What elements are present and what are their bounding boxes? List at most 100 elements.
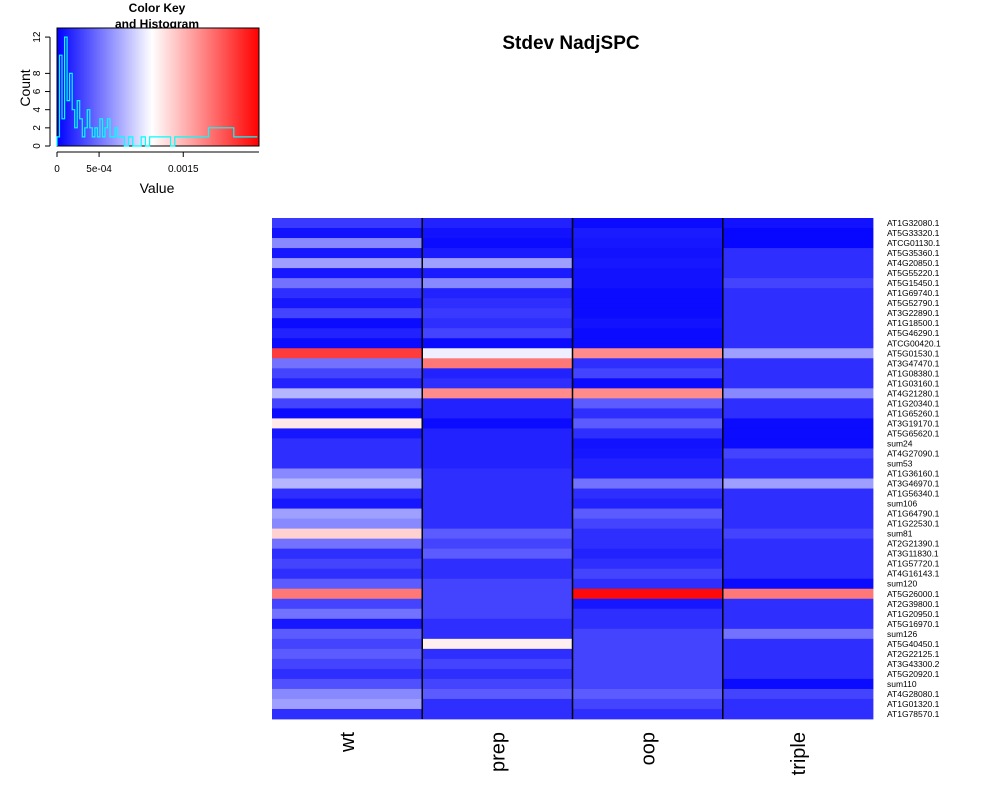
heatmap-cell xyxy=(422,288,573,299)
row-label: AT5G20920.1 xyxy=(887,669,940,679)
heatmap-cell xyxy=(572,528,724,540)
row-label: AT1G22530.1 xyxy=(887,519,940,529)
heatmap-cell xyxy=(272,678,423,690)
heatmap-cell xyxy=(422,228,573,239)
heatmap-cell xyxy=(722,508,874,519)
row-label: sum110 xyxy=(887,679,917,689)
heatmap-cell xyxy=(422,498,573,509)
heatmap-cell xyxy=(722,228,874,239)
heatmap-cell xyxy=(422,268,573,279)
heatmap-cell xyxy=(572,278,724,289)
heatmap-cell xyxy=(272,278,423,289)
heatmap-cell xyxy=(272,568,423,580)
color-key-frame xyxy=(56,27,260,147)
row-label: AT1G18500.1 xyxy=(887,318,940,328)
heatmap-cell xyxy=(422,368,573,379)
heatmap-cell xyxy=(422,518,573,530)
row-label: AT1G57720.1 xyxy=(887,559,940,569)
heatmap-cell xyxy=(422,218,573,229)
heatmap-cell xyxy=(572,668,724,680)
row-label: sum53 xyxy=(887,458,913,468)
heatmap-cell xyxy=(722,698,874,710)
heatmap-cell xyxy=(572,428,724,439)
row-label: AT5G16970.1 xyxy=(887,619,940,629)
row-label: AT1G65260.1 xyxy=(887,408,940,418)
heatmap-cell xyxy=(572,408,724,419)
heatmap-cell xyxy=(422,588,573,600)
heatmap-cell xyxy=(722,458,874,469)
heatmap-cell xyxy=(422,678,573,690)
heatmap-cell xyxy=(422,638,573,650)
heatmap-cell xyxy=(422,428,573,439)
color-key-y-tick-label: 12 xyxy=(32,31,43,43)
row-label: sum106 xyxy=(887,499,918,509)
heatmap-cell xyxy=(422,668,573,680)
heatmap-cell xyxy=(422,688,573,700)
heatmap-cell xyxy=(722,378,874,389)
histogram-layer xyxy=(56,36,258,147)
heatmap-cell xyxy=(572,688,724,700)
row-label: AT1G01320.1 xyxy=(887,699,940,709)
heatmap-cell xyxy=(422,248,573,259)
row-label: AT4G16143.1 xyxy=(887,569,940,579)
heatmap-cell xyxy=(722,668,874,680)
column-label: prep xyxy=(487,732,509,772)
color-key-x-tick-label: 5e-04 xyxy=(86,164,112,175)
heatmap-cell xyxy=(272,578,423,590)
heatmap-cell xyxy=(422,278,573,289)
heatmap-cell xyxy=(422,558,573,570)
heatmap-cell xyxy=(722,678,874,690)
heatmap-cell xyxy=(572,318,724,329)
row-label: AT2G39800.1 xyxy=(887,599,940,609)
row-label: AT5G15450.1 xyxy=(887,278,940,288)
heatmap-cell xyxy=(422,338,573,349)
heatmap-cell xyxy=(272,608,423,620)
row-label: AT1G78570.1 xyxy=(887,709,940,719)
heatmap-cell xyxy=(722,638,874,650)
heatmap-cell xyxy=(272,248,423,259)
heatmap-cell xyxy=(572,368,724,379)
heatmap-cell xyxy=(572,358,724,369)
heatmap-cell xyxy=(722,628,874,640)
color-key-ylabel: Count xyxy=(17,69,33,106)
color-key: Color Key and Histogram 0 5e-04 0.0015 024… xyxy=(17,1,260,196)
heatmap-cell xyxy=(572,578,724,590)
heatmap-cell xyxy=(422,608,573,620)
heatmap-cell xyxy=(422,458,573,469)
column-label: oop xyxy=(638,732,660,765)
heatmap-cell xyxy=(722,558,874,570)
heatmap-cell xyxy=(722,348,874,359)
heatmap-cell xyxy=(722,398,874,409)
heatmap-cell xyxy=(272,528,423,540)
row-label: AT5G55220.1 xyxy=(887,268,940,278)
heatmap-cell xyxy=(422,528,573,540)
heatmap-cell xyxy=(272,618,423,630)
heatmap-cell xyxy=(272,648,423,660)
heatmap-cell xyxy=(722,578,874,590)
heatmap-cell xyxy=(272,548,423,560)
heatmap-cell xyxy=(272,308,423,319)
heatmap-cell xyxy=(422,328,573,339)
row-label: sum81 xyxy=(887,529,913,539)
color-key-y-tick-label: 0 xyxy=(32,143,43,149)
heatmap-cell xyxy=(572,298,724,309)
color-key-x-tick-label: 0 xyxy=(54,164,60,175)
heatmap-cell xyxy=(572,478,724,489)
row-label: AT3G47470.1 xyxy=(887,358,940,368)
heatmap-cell xyxy=(722,428,874,439)
row-label: AT1G64790.1 xyxy=(887,509,940,519)
heatmap-cell xyxy=(722,408,874,419)
heatmap-cell xyxy=(722,468,874,479)
heatmap-cell xyxy=(422,418,573,429)
heatmap-cell xyxy=(572,438,724,449)
row-label: sum126 xyxy=(887,629,918,639)
heatmap-cell xyxy=(722,618,874,630)
heatmap-cell xyxy=(272,708,423,720)
heatmap-cell xyxy=(272,598,423,610)
heatmap-cell xyxy=(722,648,874,660)
row-label: sum120 xyxy=(887,579,918,589)
row-label: AT5G52790.1 xyxy=(887,298,940,308)
heatmap-cell xyxy=(272,338,423,349)
row-label: AT4G20850.1 xyxy=(887,258,940,268)
heatmap-cell xyxy=(422,348,573,359)
